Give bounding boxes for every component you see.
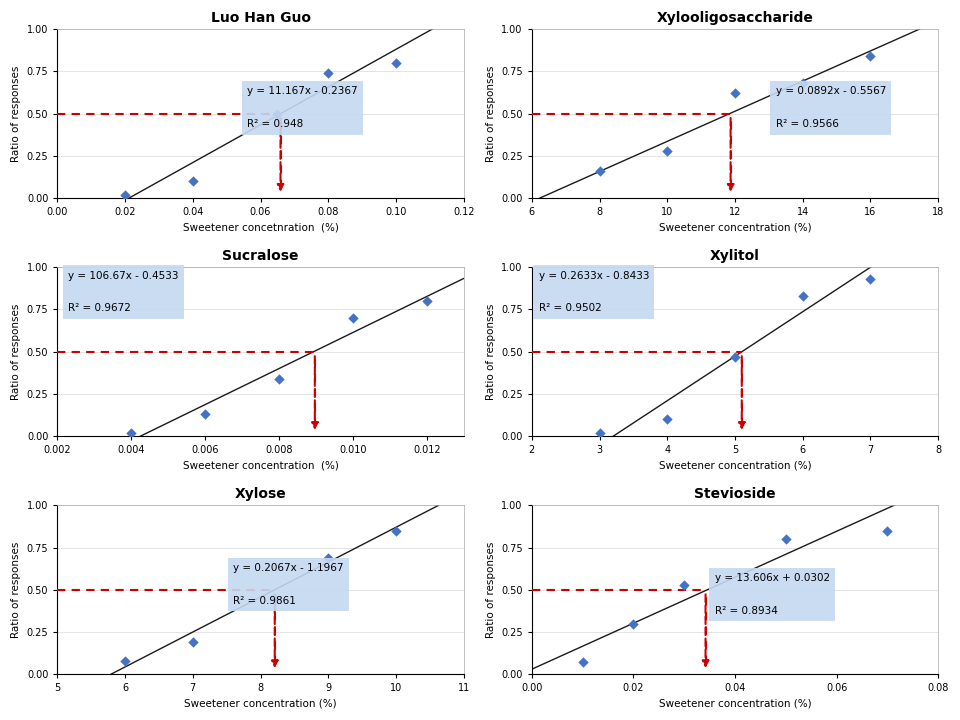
- Point: [117, 655, 132, 667]
- Point: [575, 657, 590, 668]
- X-axis label: Sweetener concentration (%): Sweetener concentration (%): [659, 461, 811, 471]
- Point: [795, 290, 810, 302]
- Text: y = 11.167x - 0.2367

R² = 0.948: y = 11.167x - 0.2367 R² = 0.948: [247, 86, 358, 130]
- Title: Xylitol: Xylitol: [710, 249, 760, 264]
- X-axis label: Sweetener concentration (%): Sweetener concentration (%): [659, 222, 811, 233]
- Text: y = 13.606x + 0.0302

R² = 0.8934: y = 13.606x + 0.0302 R² = 0.8934: [714, 573, 829, 616]
- Point: [185, 176, 201, 187]
- Point: [321, 67, 336, 78]
- Y-axis label: Ratio of responses: Ratio of responses: [486, 304, 495, 400]
- Y-axis label: Ratio of responses: Ratio of responses: [486, 541, 495, 638]
- Point: [346, 312, 361, 324]
- X-axis label: Sweetener concentration (%): Sweetener concentration (%): [659, 699, 811, 709]
- Point: [388, 525, 403, 536]
- Point: [321, 552, 336, 564]
- X-axis label: Sweetener concentration  (%): Sweetener concentration (%): [182, 461, 339, 471]
- Point: [185, 636, 201, 648]
- Point: [779, 534, 794, 545]
- Text: y = 106.67x - 0.4533

R² = 0.9672: y = 106.67x - 0.4533 R² = 0.9672: [68, 271, 179, 313]
- Title: Sucralose: Sucralose: [223, 249, 299, 264]
- Point: [863, 274, 878, 285]
- X-axis label: Sweetener concetnration  (%): Sweetener concetnration (%): [182, 222, 339, 233]
- Y-axis label: Ratio of responses: Ratio of responses: [12, 541, 21, 638]
- Point: [198, 408, 213, 420]
- Point: [863, 50, 878, 62]
- Point: [420, 295, 435, 307]
- Point: [592, 427, 608, 438]
- Point: [388, 57, 403, 68]
- Point: [124, 427, 139, 438]
- Point: [626, 618, 641, 629]
- Text: y = 0.2067x - 1.1967

R² = 0.9861: y = 0.2067x - 1.1967 R² = 0.9861: [233, 563, 344, 606]
- Y-axis label: Ratio of responses: Ratio of responses: [12, 304, 21, 400]
- X-axis label: Sweetener concentration (%): Sweetener concentration (%): [184, 699, 337, 709]
- Point: [728, 351, 743, 362]
- Title: Xylose: Xylose: [234, 487, 286, 501]
- Point: [660, 413, 675, 425]
- Title: Luo Han Guo: Luo Han Guo: [210, 11, 310, 25]
- Point: [660, 145, 675, 156]
- Text: y = 0.0892x - 0.5567

R² = 0.9566: y = 0.0892x - 0.5567 R² = 0.9566: [776, 86, 886, 130]
- Text: y = 0.2633x - 0.8433

R² = 0.9502: y = 0.2633x - 0.8433 R² = 0.9502: [539, 271, 649, 313]
- Point: [728, 88, 743, 99]
- Title: Xylooligosaccharide: Xylooligosaccharide: [657, 11, 813, 25]
- Point: [677, 579, 692, 590]
- Title: Stevioside: Stevioside: [694, 487, 776, 501]
- Point: [270, 108, 285, 120]
- Y-axis label: Ratio of responses: Ratio of responses: [12, 66, 21, 162]
- Point: [272, 373, 287, 384]
- Point: [879, 525, 895, 536]
- Point: [795, 77, 810, 89]
- Point: [266, 593, 281, 604]
- Y-axis label: Ratio of responses: Ratio of responses: [486, 66, 495, 162]
- Point: [117, 189, 132, 200]
- Point: [592, 165, 608, 176]
